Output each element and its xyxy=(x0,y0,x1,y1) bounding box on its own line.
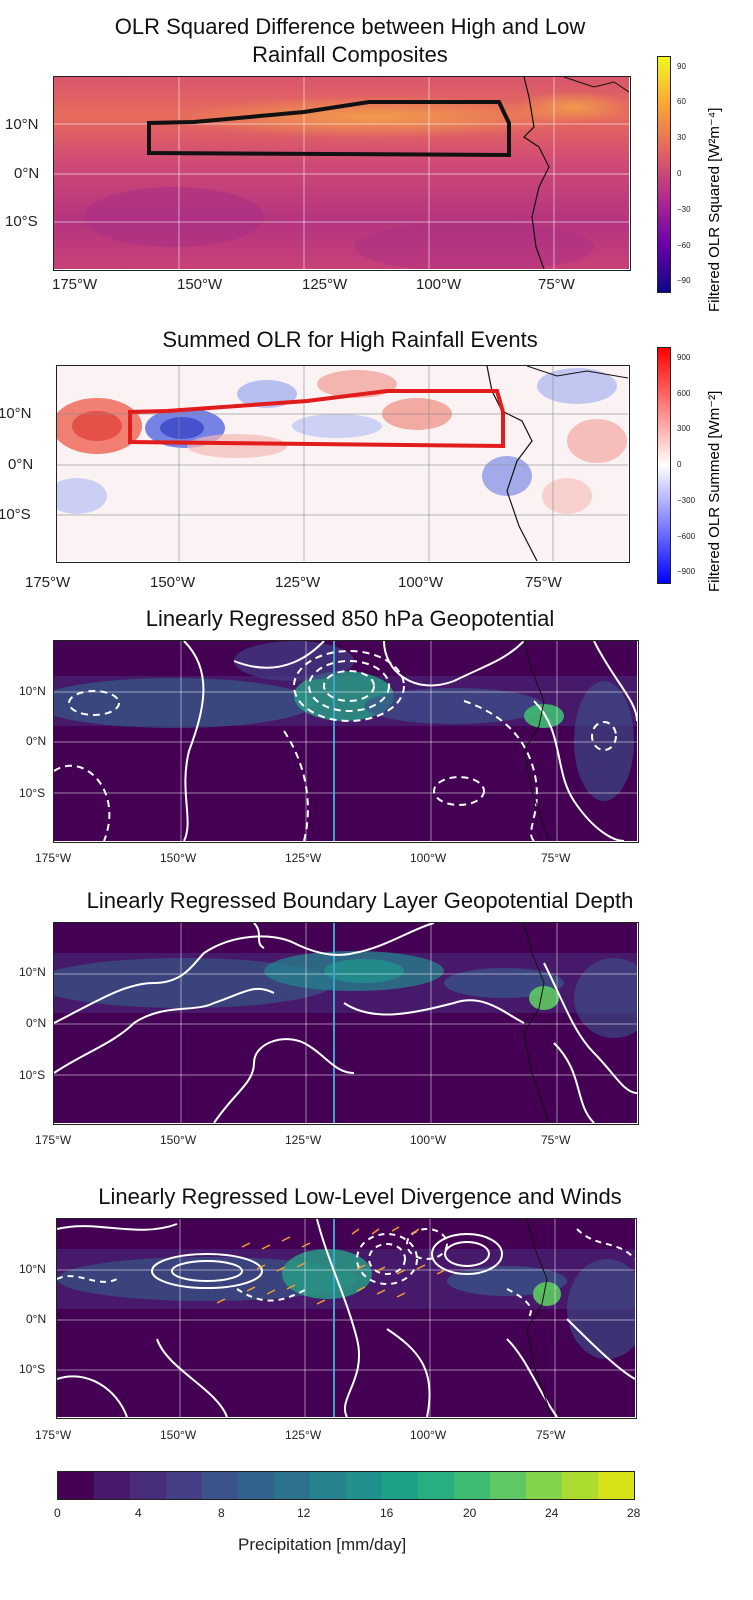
precip-cbar-tick-8: 8 xyxy=(218,1506,225,1520)
panel2-outline-box xyxy=(128,389,505,449)
panel5-xtick-100w: 100°W xyxy=(410,1428,447,1442)
panel5-xtick-125w: 125°W xyxy=(285,1428,322,1442)
precip-colorbar-label: Precipitation [mm/day] xyxy=(238,1535,407,1554)
panel2-cbar-tick-m600: −600 xyxy=(677,532,696,541)
precip-colorbar-segment xyxy=(58,1472,94,1499)
panel5-ytick-10n: 10°N xyxy=(19,1262,46,1276)
panel1-xtick-175w: 175°W xyxy=(52,276,98,293)
panel3-title: Linearly Regressed 850 hPa Geopotential xyxy=(145,606,555,631)
panel2-xtick-175w: 175°W xyxy=(25,574,71,591)
panel5-ytick-0n: 0°N xyxy=(26,1312,47,1326)
panel3-xtick-150w: 150°W xyxy=(160,851,197,865)
panel2-colorbar xyxy=(657,347,671,584)
panel2-xtick-75w: 75°W xyxy=(525,574,562,591)
precip-colorbar-segment xyxy=(526,1472,562,1499)
panel5-xtick-150w: 150°W xyxy=(160,1428,197,1442)
precip-colorbar xyxy=(57,1471,635,1500)
panel1-map xyxy=(53,76,631,271)
precip-cbar-tick-24: 24 xyxy=(545,1506,559,1520)
panel3-ytick-0n: 0°N xyxy=(26,734,47,748)
panel4-ytick-10s: 10°S xyxy=(19,1068,46,1082)
panel2-ytick-10s: 10°S xyxy=(0,506,31,523)
panel4-map xyxy=(53,922,639,1125)
precip-colorbar-segment xyxy=(238,1472,274,1499)
precip-cbar-tick-4: 4 xyxy=(135,1506,142,1520)
panel1-cbar-tick-60: 60 xyxy=(677,97,686,106)
panel1-cbar-tick-m60: −60 xyxy=(677,241,691,250)
precip-cbar-tick-0: 0 xyxy=(54,1506,61,1520)
panel5-ytick-10s: 10°S xyxy=(19,1362,46,1376)
panel2-xtick-100w: 100°W xyxy=(398,574,444,591)
panel2-cbar-tick-m900: −900 xyxy=(677,567,696,576)
panel1-cbar-tick-90: 90 xyxy=(677,62,686,71)
panel4-ytick-10n: 10°N xyxy=(19,965,46,979)
panel2-xtick-125w: 125°W xyxy=(275,574,321,591)
panel1-cbar-tick-m90: −90 xyxy=(677,276,691,285)
panel2-colorbar-label: Filtered OLR Summed [Wm⁻²] xyxy=(706,390,723,592)
precip-colorbar-segment xyxy=(562,1472,598,1499)
panel5-title: Linearly Regressed Low-Level Divergence … xyxy=(98,1184,622,1209)
panel3-map xyxy=(53,640,639,843)
panel2-cbar-tick-m300: −300 xyxy=(677,496,696,505)
panel1-ytick-0n: 0°N xyxy=(14,165,40,182)
precip-colorbar-segment xyxy=(418,1472,454,1499)
panel2-cbar-tick-900: 900 xyxy=(677,353,691,362)
panel2-cbar-tick-600: 600 xyxy=(677,389,691,398)
precip-colorbar-segment xyxy=(346,1472,382,1499)
precip-colorbar-segment xyxy=(130,1472,166,1499)
panel1-title-line2: Rainfall Composites xyxy=(252,42,448,67)
panel5-map xyxy=(56,1218,637,1419)
panel1-cbar-tick-30: 30 xyxy=(677,133,686,142)
panel1-xtick-150w: 150°W xyxy=(177,276,223,293)
panel1-xtick-75w: 75°W xyxy=(538,276,575,293)
panel5-xtick-175w: 175°W xyxy=(35,1428,72,1442)
panel2-ytick-0n: 0°N xyxy=(8,456,34,473)
panel3-ytick-10s: 10°S xyxy=(19,786,46,800)
panel4-xtick-75w: 75°W xyxy=(541,1133,571,1147)
panel3-ytick-10n: 10°N xyxy=(19,684,46,698)
panel1-ytick-10n: 10°N xyxy=(5,116,39,133)
precip-colorbar-segment xyxy=(310,1472,346,1499)
panel2-ytick-10n: 10°N xyxy=(0,405,32,422)
precip-cbar-tick-12: 12 xyxy=(297,1506,311,1520)
panel3-xtick-125w: 125°W xyxy=(285,851,322,865)
precip-colorbar-segment xyxy=(202,1472,238,1499)
precip-colorbar-segment xyxy=(166,1472,202,1499)
panel3-xtick-175w: 175°W xyxy=(35,851,72,865)
precip-colorbar-segment xyxy=(454,1472,490,1499)
panel4-xtick-150w: 150°W xyxy=(160,1133,197,1147)
panel1-xtick-125w: 125°W xyxy=(302,276,348,293)
panel2-cbar-tick-300: 300 xyxy=(677,424,691,433)
panel4-title: Linearly Regressed Boundary Layer Geopot… xyxy=(86,888,634,913)
panel1-title-line1: OLR Squared Difference between High and … xyxy=(114,14,586,39)
panel4-ytick-0n: 0°N xyxy=(26,1016,47,1030)
panel2-title: Summed OLR for High Rainfall Events xyxy=(162,327,538,352)
panel4-xtick-125w: 125°W xyxy=(285,1133,322,1147)
panel1-cbar-tick-m30: −30 xyxy=(677,205,691,214)
panel2-xtick-150w: 150°W xyxy=(150,574,196,591)
precip-cbar-tick-28: 28 xyxy=(627,1506,641,1520)
panel1-outline-box xyxy=(147,100,511,158)
precip-colorbar-segment xyxy=(274,1472,310,1499)
panel1-colorbar-label: Filtered OLR Squared [W²m⁻⁴] xyxy=(706,107,723,312)
panel5-xtick-75w: 75°W xyxy=(536,1428,566,1442)
panel4-xtick-100w: 100°W xyxy=(410,1133,447,1147)
panel3-xtick-100w: 100°W xyxy=(410,851,447,865)
panel4-xtick-175w: 175°W xyxy=(35,1133,72,1147)
precip-cbar-tick-16: 16 xyxy=(380,1506,394,1520)
panel2-map xyxy=(56,365,630,563)
precip-cbar-tick-20: 20 xyxy=(463,1506,477,1520)
panel2-cbar-tick-0: 0 xyxy=(677,460,682,469)
panel3-xtick-75w: 75°W xyxy=(541,851,571,865)
precip-colorbar-segment xyxy=(598,1472,634,1499)
precip-colorbar-segment xyxy=(382,1472,418,1499)
panel1-xtick-100w: 100°W xyxy=(416,276,462,293)
panel1-ytick-10s: 10°S xyxy=(5,213,38,230)
panel1-colorbar xyxy=(657,56,671,293)
panel1-cbar-tick-0: 0 xyxy=(677,169,682,178)
precip-colorbar-segment xyxy=(490,1472,526,1499)
precip-colorbar-segment xyxy=(94,1472,130,1499)
